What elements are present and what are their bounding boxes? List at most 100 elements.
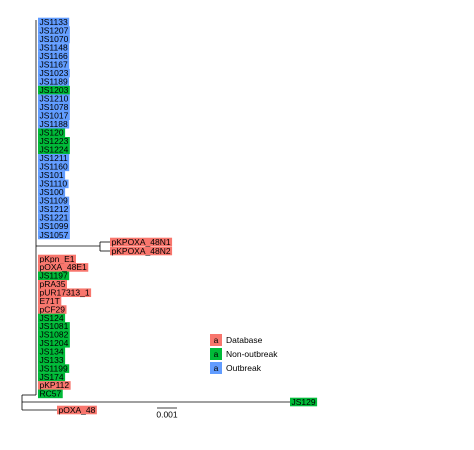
tip-label: JS1099 [40, 221, 69, 231]
tip-label-box [110, 246, 173, 256]
tip-label: JS1081 [40, 321, 69, 331]
tip-label-box [57, 405, 97, 415]
tip-label-box [38, 17, 70, 27]
legend-key [210, 362, 222, 374]
tip-label-box [38, 154, 70, 163]
legend-label: Non-outbreak [226, 349, 278, 359]
tip-label-box [38, 51, 70, 61]
tip-label: JS120 [40, 128, 64, 138]
tip-label-box [38, 355, 66, 365]
tip-label: JS1078 [40, 102, 69, 112]
tip-label: JS101 [40, 170, 64, 180]
tip-label: JS1166 [40, 51, 68, 61]
tip-label: JS1224 [40, 145, 69, 155]
tip-label: JS1057 [40, 230, 69, 240]
tip-label-box [38, 196, 70, 206]
tip-label: JS1133 [40, 17, 68, 27]
tip-label: JS1109 [40, 196, 68, 206]
tip-label-box [38, 128, 66, 138]
tip-label: JS1204 [40, 338, 69, 348]
tip-label: JS1199 [40, 363, 68, 373]
tip-label: JS1211 [40, 153, 68, 163]
tip-label: pCF29 [40, 304, 66, 314]
tip-label-box [110, 237, 173, 247]
tip-label: JS1223 [40, 136, 69, 146]
legend-symbol: a [214, 349, 219, 359]
tip-label: JS1210 [40, 93, 69, 103]
legend-symbol: a [214, 335, 219, 345]
tip-label: JS1160 [40, 162, 68, 172]
tip-label-box [38, 230, 70, 240]
tip-label: JS1167 [40, 59, 68, 69]
tip-label: pUR17313_1 [40, 287, 90, 297]
tip-label-box [38, 322, 70, 331]
tip-label: pKPOXA_48N2 [112, 246, 171, 256]
tip-label-box [38, 372, 66, 382]
tip-label: JS1070 [40, 34, 69, 44]
tip-label-box [38, 145, 70, 155]
tip-label: pKPOXA_48N1 [112, 237, 171, 247]
tip-label-box [38, 188, 66, 197]
tip-label: pRA35 [40, 279, 66, 289]
tip-label-box [38, 263, 89, 272]
legend-label: Database [226, 335, 263, 345]
tip-label-box [38, 330, 70, 340]
tip-label: JS1212 [40, 204, 69, 214]
scale-label: 0.001 [156, 409, 178, 419]
tip-label-box [38, 305, 67, 314]
tip-label-box [38, 254, 76, 264]
tip-label: JS1023 [40, 68, 69, 78]
tip-label-box [38, 288, 92, 298]
tip-label: JS1197 [40, 271, 68, 281]
tip-label: JS1221 [40, 213, 69, 223]
tip-label: JS1189 [40, 76, 68, 86]
tip-label-box [38, 102, 70, 112]
tip-label-box [38, 111, 70, 121]
tip-label-box [38, 77, 70, 86]
tip-label-box [38, 94, 70, 103]
tip-label: pKP112 [40, 380, 70, 390]
tip-label-box [38, 313, 66, 323]
tip-label: JS1082 [40, 330, 69, 340]
tip-label-box [38, 347, 66, 357]
tip-label-box [38, 34, 70, 44]
legend-key [210, 334, 222, 346]
tip-label: JS1207 [40, 25, 69, 35]
legend-symbol: a [214, 363, 219, 373]
tip-label: RC57 [40, 389, 62, 399]
tip-label: JS124 [40, 313, 64, 323]
tip-label-box [38, 136, 70, 146]
tip-label-box [290, 397, 318, 407]
tip-label: JS1188 [40, 119, 68, 129]
tip-label-box [38, 279, 67, 289]
tip-label-box [38, 381, 71, 390]
tip-label: E71T [40, 296, 60, 306]
tip-label-box [38, 364, 70, 373]
tip-label: JS129 [292, 397, 316, 407]
tip-label-box [38, 171, 66, 180]
tip-label: JS100 [40, 187, 64, 197]
tip-label-box [38, 60, 70, 69]
tip-label-box [38, 205, 70, 214]
tip-label-box [38, 179, 69, 189]
tip-label: JS174 [40, 372, 64, 382]
tip-label-box [38, 26, 70, 35]
tip-label-box [38, 339, 70, 348]
tip-label: JS1148 [40, 42, 68, 52]
tip-label-box [38, 213, 70, 223]
tip-label: JS1017 [40, 110, 69, 120]
tip-label-box [38, 222, 70, 231]
tip-label: JS1110 [40, 179, 68, 189]
tip-label: pOXA_48E1 [40, 262, 88, 272]
tip-label-box [38, 296, 62, 306]
tip-label: JS133 [40, 355, 64, 365]
tip-label: pOXA_48 [59, 405, 96, 415]
tip-label: pKpn_E1 [40, 254, 75, 264]
tip-label-box [38, 68, 70, 78]
tip-label-box [38, 389, 63, 399]
tip-label-box [38, 43, 70, 52]
legend-label: Outbreak [226, 363, 262, 373]
tip-label: JS134 [40, 346, 64, 356]
tip-label-box [38, 271, 70, 281]
